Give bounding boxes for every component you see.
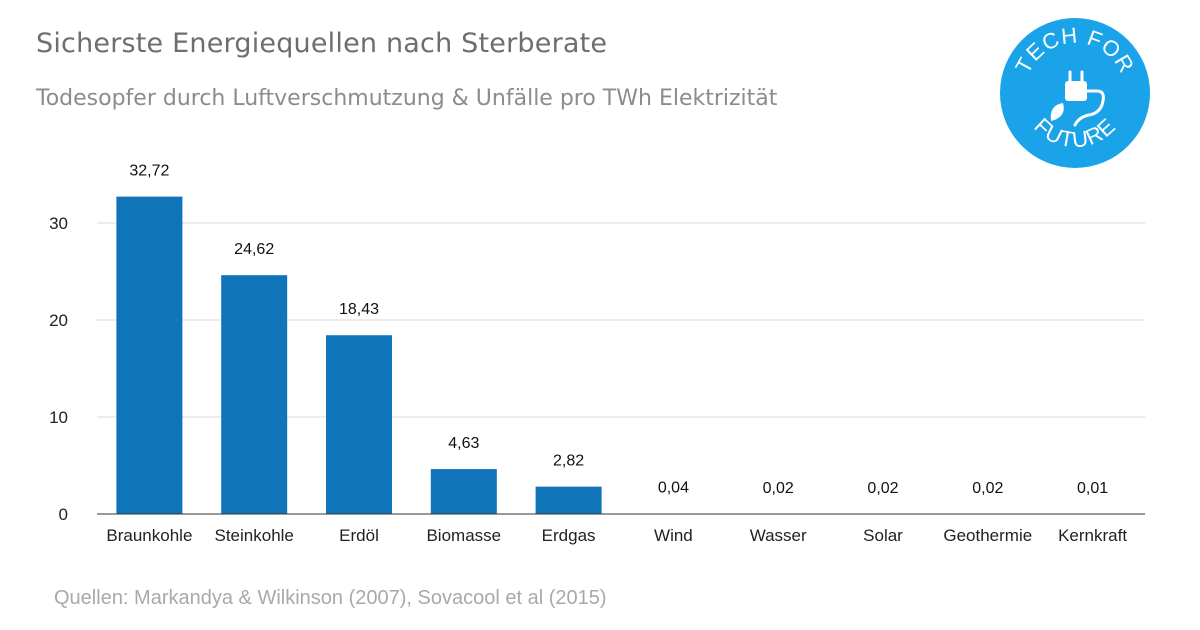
x-tick-label: Solar [863, 526, 903, 545]
value-label: 18,43 [339, 301, 379, 318]
x-tick-label: Biomasse [426, 526, 501, 545]
source-note: Quellen: Markandya & Wilkinson (2007), S… [54, 587, 607, 609]
x-tick-label: Steinkohle [215, 526, 294, 545]
y-tick-label: 10 [49, 408, 68, 427]
value-label: 24,62 [234, 241, 274, 258]
value-label: 4,63 [448, 435, 479, 452]
value-label: 0,01 [1077, 480, 1108, 497]
bars [116, 196, 1126, 514]
value-label: 0,04 [658, 480, 689, 497]
y-tick-label: 20 [49, 311, 68, 330]
x-axis-labels: Braunkohle Steinkohle Erdöl Biomasse Erdgas W… [106, 526, 1127, 545]
x-tick-label: Erdgas [542, 526, 596, 545]
bar-erdgas [535, 486, 602, 514]
y-tick-label: 0 [59, 505, 68, 524]
y-tick-label: 30 [49, 214, 68, 233]
tech-for-future-logo: TECH FOR FUTURE [999, 17, 1151, 169]
x-tick-label: Braunkohle [106, 526, 192, 545]
y-axis-ticks: 0 10 20 30 [49, 214, 68, 524]
bar-steinkohle [221, 275, 288, 514]
value-label: 0,02 [972, 480, 1003, 497]
value-label: 32,72 [129, 163, 169, 180]
value-labels: 32,72 24,62 18,43 4,63 2,82 0,04 0,02 0,02 0,02 0… [129, 163, 1108, 497]
chart-subtitle: Todesopfer durch Luftverschmutzung & Unf… [36, 86, 778, 111]
chart-title: Sicherste Energiequellen nach Sterberate [36, 28, 608, 59]
x-tick-label: Geothermie [943, 526, 1032, 545]
x-tick-label: Kernkraft [1058, 526, 1127, 545]
bar-braunkohle [116, 196, 183, 514]
value-label: 0,02 [763, 480, 794, 497]
x-tick-label: Wasser [750, 526, 807, 545]
x-tick-label: Wind [654, 526, 693, 545]
plug-leaf-icon [1050, 70, 1105, 127]
x-tick-label: Erdöl [339, 526, 379, 545]
value-label: 0,02 [867, 480, 898, 497]
value-label: 2,82 [553, 453, 584, 470]
bar-erdöl [326, 335, 392, 514]
bar-biomasse [430, 469, 497, 514]
